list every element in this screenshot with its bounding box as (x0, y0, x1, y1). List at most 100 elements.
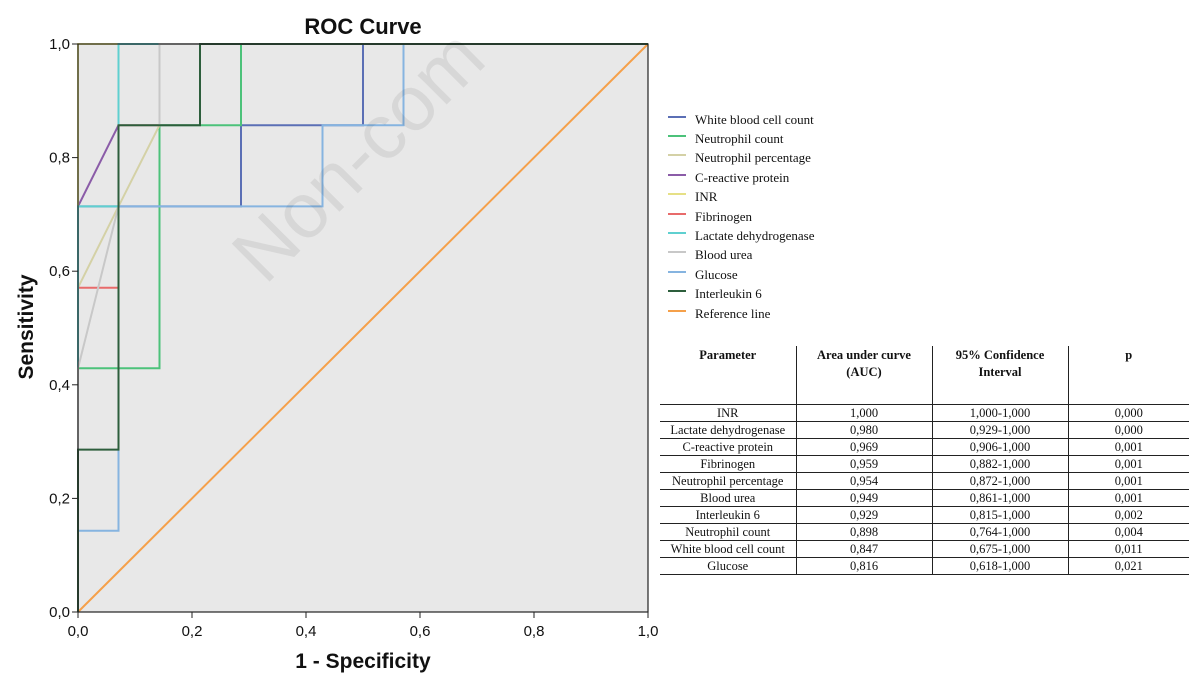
header-p: p (1125, 348, 1133, 362)
legend-item: Interleukin 6 (668, 285, 814, 304)
y-tick-label: 0,6 (49, 263, 70, 280)
cell-p: 0,000 (1068, 421, 1189, 439)
legend-swatch (668, 251, 686, 254)
legend-label: White blood cell count (695, 111, 814, 127)
x-tick-label: 0,0 (68, 623, 89, 640)
cell-ci: 0,929-1,000 (932, 421, 1069, 439)
legend-label: Lactate dehydrogenase (695, 228, 815, 244)
legend-swatch (668, 290, 686, 293)
legend-label: Interleukin 6 (695, 286, 762, 302)
legend-swatch (668, 212, 686, 215)
cell-parameter: Lactate dehydrogenase (660, 421, 797, 439)
cell-p: 0,001 (1068, 438, 1189, 456)
y-tick-label: 0,2 (49, 490, 70, 507)
x-tick-label: 0,6 (410, 623, 431, 640)
chart-legend: White blood cell count Neutrophil count Ne… (668, 110, 814, 323)
legend-swatch (668, 135, 686, 138)
series-line (77, 43, 648, 612)
legend-swatch (668, 309, 686, 312)
legend-label: Fibrinogen (695, 208, 753, 224)
cell-auc: 0,969 (796, 438, 933, 456)
cell-parameter: Neutrophil count (660, 523, 797, 541)
cell-ci: 0,882-1,000 (932, 455, 1069, 473)
table-row: Neutrophil count 0,898 0,764-1,000 0,004 (660, 523, 1189, 541)
cell-ci: 1,000-1,000 (932, 404, 1069, 422)
cell-ci: 0,815-1,000 (932, 506, 1069, 524)
cell-parameter: Interleukin 6 (660, 506, 797, 524)
plot-frame (77, 43, 649, 613)
cell-ci: 0,906-1,000 (932, 438, 1069, 456)
cell-auc: 0,949 (796, 489, 933, 507)
cell-ci: 0,618-1,000 (932, 557, 1069, 575)
table-row: INR 1,000 1,000-1,000 0,000 (660, 404, 1189, 422)
x-tick-label: 0,2 (182, 623, 203, 640)
legend-swatch (668, 193, 686, 196)
legend-swatch (668, 115, 686, 118)
header-auc: Area under curve (AUC) (796, 346, 933, 405)
cell-p: 0,021 (1068, 557, 1189, 575)
table-row: Glucose 0,816 0,618-1,000 0,021 (660, 557, 1189, 575)
legend-item: C-reactive protein (668, 168, 814, 187)
legend-swatch (668, 173, 686, 176)
x-tick-label: 0,8 (524, 623, 545, 640)
cell-parameter: Fibrinogen (660, 455, 797, 473)
legend-swatch (668, 270, 686, 273)
auc-table: Parameter Area under curve (AUC) 95% Con… (660, 346, 1189, 575)
cell-auc: 0,954 (796, 472, 933, 490)
y-tick-label: 0,8 (49, 150, 70, 167)
x-axis-title: 1 - Specificity (295, 650, 431, 673)
chart-title: ROC Curve (304, 14, 422, 39)
legend-label: Glucose (695, 266, 738, 282)
cell-ci: 0,872-1,000 (932, 472, 1069, 490)
legend-swatch (668, 154, 686, 157)
y-tick-label: 0,4 (49, 377, 70, 394)
legend-label: Neutrophil count (695, 131, 784, 147)
cell-auc: 0,816 (796, 557, 933, 575)
cell-p: 0,001 (1068, 455, 1189, 473)
roc-chart: 0,0 0,0 0,2 0,2 0,4 0,4 0,6 0,6 0,8 0,8 1,0 1,0 (49, 36, 659, 640)
y-axis-title: Sensitivity (15, 274, 38, 380)
cell-auc: 0,959 (796, 455, 933, 473)
legend-label: Blood urea (695, 247, 753, 263)
cell-parameter: Glucose (660, 557, 797, 575)
table-row: White blood cell count 0,847 0,675-1,000 0,… (660, 540, 1189, 558)
series-line (77, 43, 649, 613)
cell-parameter: Blood urea (660, 489, 797, 507)
table-row: C-reactive protein 0,969 0,906-1,000 0,001 (660, 438, 1189, 456)
cell-parameter: INR (660, 404, 797, 422)
legend-item: Lactate dehydrogenase (668, 226, 814, 245)
x-tick-label: 1,0 (638, 623, 659, 640)
cell-auc: 0,898 (796, 523, 933, 541)
cell-auc: 0,980 (796, 421, 933, 439)
cell-ci: 0,861-1,000 (932, 489, 1069, 507)
table-row: Interleukin 6 0,929 0,815-1,000 0,002 (660, 506, 1189, 524)
cell-auc: 0,929 (796, 506, 933, 524)
y-tick-label: 0,0 (49, 604, 70, 621)
legend-label: Reference line (695, 305, 771, 321)
header-ci: 95% Confidence Interval (932, 346, 1069, 405)
table-row: Neutrophil percentage 0,954 0,872-1,000 0,0… (660, 472, 1189, 490)
cell-ci: 0,675-1,000 (932, 540, 1069, 558)
cell-auc: 0,847 (796, 540, 933, 558)
table-header-row: Parameter Area under curve (AUC) 95% Con… (660, 346, 1189, 405)
cell-p: 0,001 (1068, 472, 1189, 490)
cell-auc: 1,000 (796, 404, 933, 422)
cell-p: 0,011 (1068, 540, 1189, 558)
table-row: Lactate dehydrogenase 0,980 0,929-1,000 0,0… (660, 421, 1189, 439)
legend-item: Neutrophil count (668, 129, 814, 148)
legend-label: C-reactive protein (695, 169, 790, 185)
legend-swatch (668, 232, 686, 235)
cell-p: 0,002 (1068, 506, 1189, 524)
legend-item: Fibrinogen (668, 207, 814, 226)
cell-p: 0,000 (1068, 404, 1189, 422)
x-tick-label: 0,4 (296, 623, 317, 640)
legend-item: INR (668, 188, 814, 207)
legend-item: Glucose (668, 265, 814, 284)
legend-item: White blood cell count (668, 110, 814, 129)
table-row: Blood urea 0,949 0,861-1,000 0,001 (660, 489, 1189, 507)
legend-item: Neutrophil percentage (668, 149, 814, 168)
header-parameter: Parameter (660, 346, 797, 405)
cell-parameter: Neutrophil percentage (660, 472, 797, 490)
cell-p: 0,004 (1068, 523, 1189, 541)
cell-p: 0,001 (1068, 489, 1189, 507)
